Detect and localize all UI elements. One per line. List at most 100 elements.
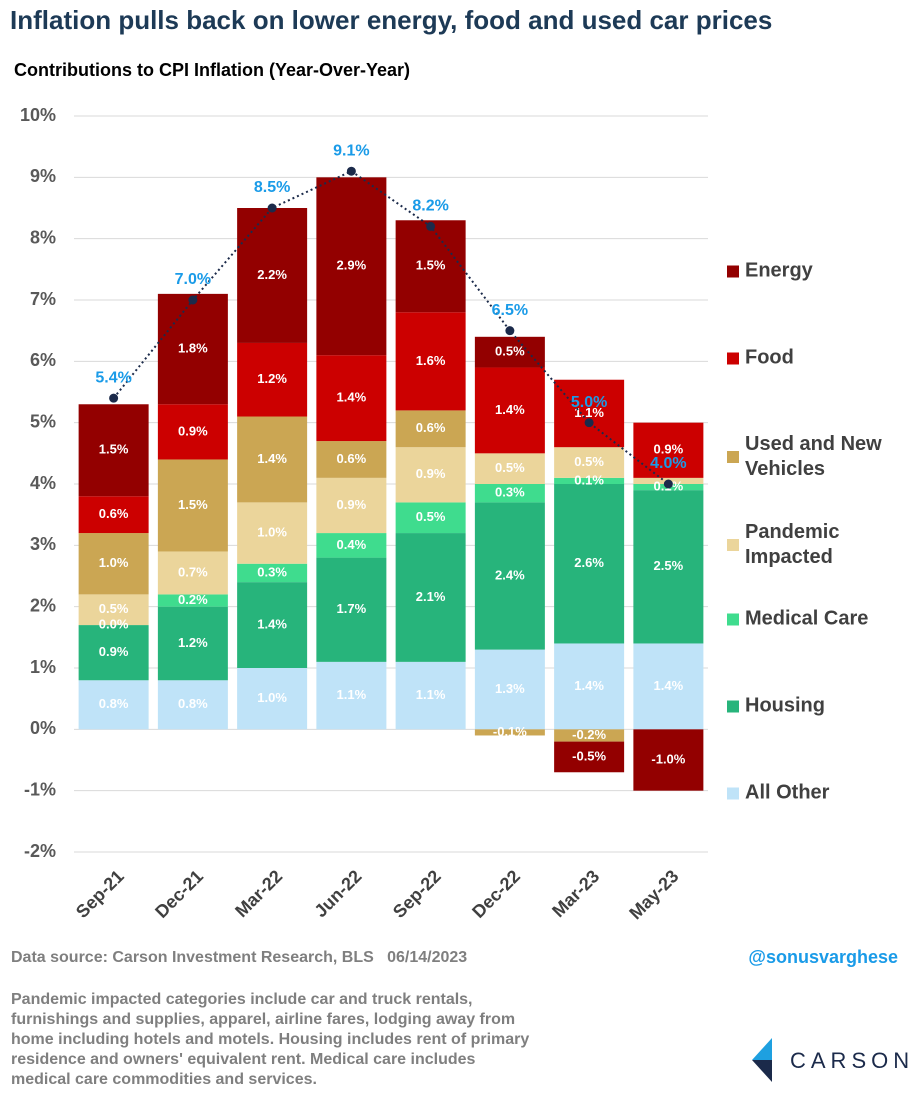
bar-segment [474, 453, 545, 484]
bar-segment [474, 649, 545, 730]
legend-label: Used and New Vehicles [745, 433, 882, 480]
bar-segment [474, 729, 545, 736]
legend-item: Medical Care [727, 607, 902, 632]
legend-label: Pandemic Impacted [745, 521, 840, 568]
x-tick-label: Mar-23 [548, 866, 603, 921]
data-label: 2.5% [654, 558, 684, 573]
bar-segment [237, 416, 308, 503]
bar-segment [78, 594, 149, 626]
data-label: 1.1% [574, 405, 604, 420]
y-tick-label: 4% [30, 473, 56, 493]
bar-segment [316, 355, 387, 442]
legend-label: Housing [745, 694, 825, 717]
total-point [426, 221, 436, 231]
data-label: 1.4% [495, 402, 525, 417]
y-tick-label: 7% [30, 289, 56, 309]
bar-segment [78, 496, 149, 534]
data-label: 0.2% [178, 592, 208, 607]
y-tick-label: 8% [30, 227, 56, 247]
data-label: 1.5% [99, 442, 129, 457]
data-label: 1.2% [257, 371, 287, 386]
data-label: 0.4% [337, 537, 367, 552]
data-label: 1.0% [257, 690, 287, 705]
y-tick-label: 3% [30, 534, 56, 554]
legend-label: Food [745, 346, 794, 369]
total-point [584, 418, 594, 428]
data-label: 1.2% [178, 635, 208, 650]
chart: Inflation pulls back on lower energy, fo… [10, 5, 772, 923]
total-label: 5.0% [571, 394, 607, 411]
legend-swatch [727, 352, 739, 364]
x-tick-label: Dec-22 [468, 866, 524, 922]
data-label: 1.1% [416, 687, 446, 702]
data-label: 2.2% [257, 267, 287, 282]
bar-segment [78, 533, 149, 595]
bar-segment [554, 379, 625, 448]
bar-segment [237, 342, 308, 417]
bar-segment [316, 661, 387, 730]
data-label: 0.8% [99, 696, 129, 711]
x-tick-label: Mar-22 [231, 866, 286, 921]
data-label: 0.6% [99, 506, 129, 521]
bar-segment [554, 477, 625, 484]
legend-swatch [727, 265, 739, 277]
bar-segment [633, 490, 704, 644]
bar-segment [157, 680, 228, 730]
x-tick-label: May-23 [625, 866, 682, 923]
chart-subtitle: Contributions to CPI Inflation (Year-Ove… [14, 60, 410, 80]
data-label: 2.9% [337, 258, 367, 273]
data-label: 1.1% [337, 687, 367, 702]
y-tick-label: 2% [30, 595, 56, 615]
legend-swatch [727, 539, 739, 551]
bar-segment [474, 336, 545, 368]
data-label: 0.5% [99, 601, 129, 616]
data-label: -0.2% [572, 727, 606, 742]
legend-item: Energy [727, 259, 902, 284]
y-tick-label: 5% [30, 411, 56, 431]
bar-segment [633, 422, 704, 478]
legend-item: Food [727, 346, 902, 371]
total-label: 4.0% [650, 455, 686, 472]
x-tick-label: Dec-21 [151, 866, 207, 922]
y-tick-label: -2% [24, 841, 56, 861]
bar-segment [395, 220, 466, 313]
bar-segment [395, 533, 466, 662]
data-label: 0.6% [416, 420, 446, 435]
bar-segment [633, 643, 704, 730]
data-label: 1.6% [416, 353, 446, 368]
y-tick-label: 10% [20, 105, 56, 125]
data-label: 0.9% [337, 497, 367, 512]
data-label: 0.9% [178, 423, 208, 438]
bar-segment [237, 563, 308, 583]
legend-swatch [727, 787, 739, 799]
data-label: 1.8% [178, 341, 208, 356]
handle: @sonusvarghese [748, 947, 898, 967]
note: Pandemic impacted categories include car… [11, 991, 530, 1088]
data-label: 1.4% [257, 451, 287, 466]
bar-segment [316, 441, 387, 478]
total-label: 8.5% [254, 179, 290, 196]
x-tick-label: Jun-22 [310, 866, 365, 921]
logo-icon [752, 1038, 772, 1082]
data-label: 1.4% [337, 390, 367, 405]
total-point [109, 393, 119, 403]
legend-label: Energy [745, 259, 813, 282]
total-label: 8.2% [412, 198, 448, 215]
data-label: 1.0% [99, 555, 129, 570]
bar-segment [157, 404, 228, 460]
total-label: 9.1% [333, 142, 369, 159]
total-point [505, 326, 515, 336]
logo-text: CARSON [790, 1048, 915, 1073]
bar-segment [157, 551, 228, 595]
bar-segment [633, 729, 704, 791]
bar-segment [316, 557, 387, 662]
total-label: 7.0% [175, 271, 211, 288]
bar-segment [157, 594, 228, 607]
data-label: 0.3% [257, 564, 287, 579]
bar-segment [78, 625, 149, 681]
data-label: 0.6% [337, 451, 367, 466]
legend-swatch [727, 700, 739, 712]
bar-segment [554, 643, 625, 730]
data-label: 1.7% [337, 601, 367, 616]
